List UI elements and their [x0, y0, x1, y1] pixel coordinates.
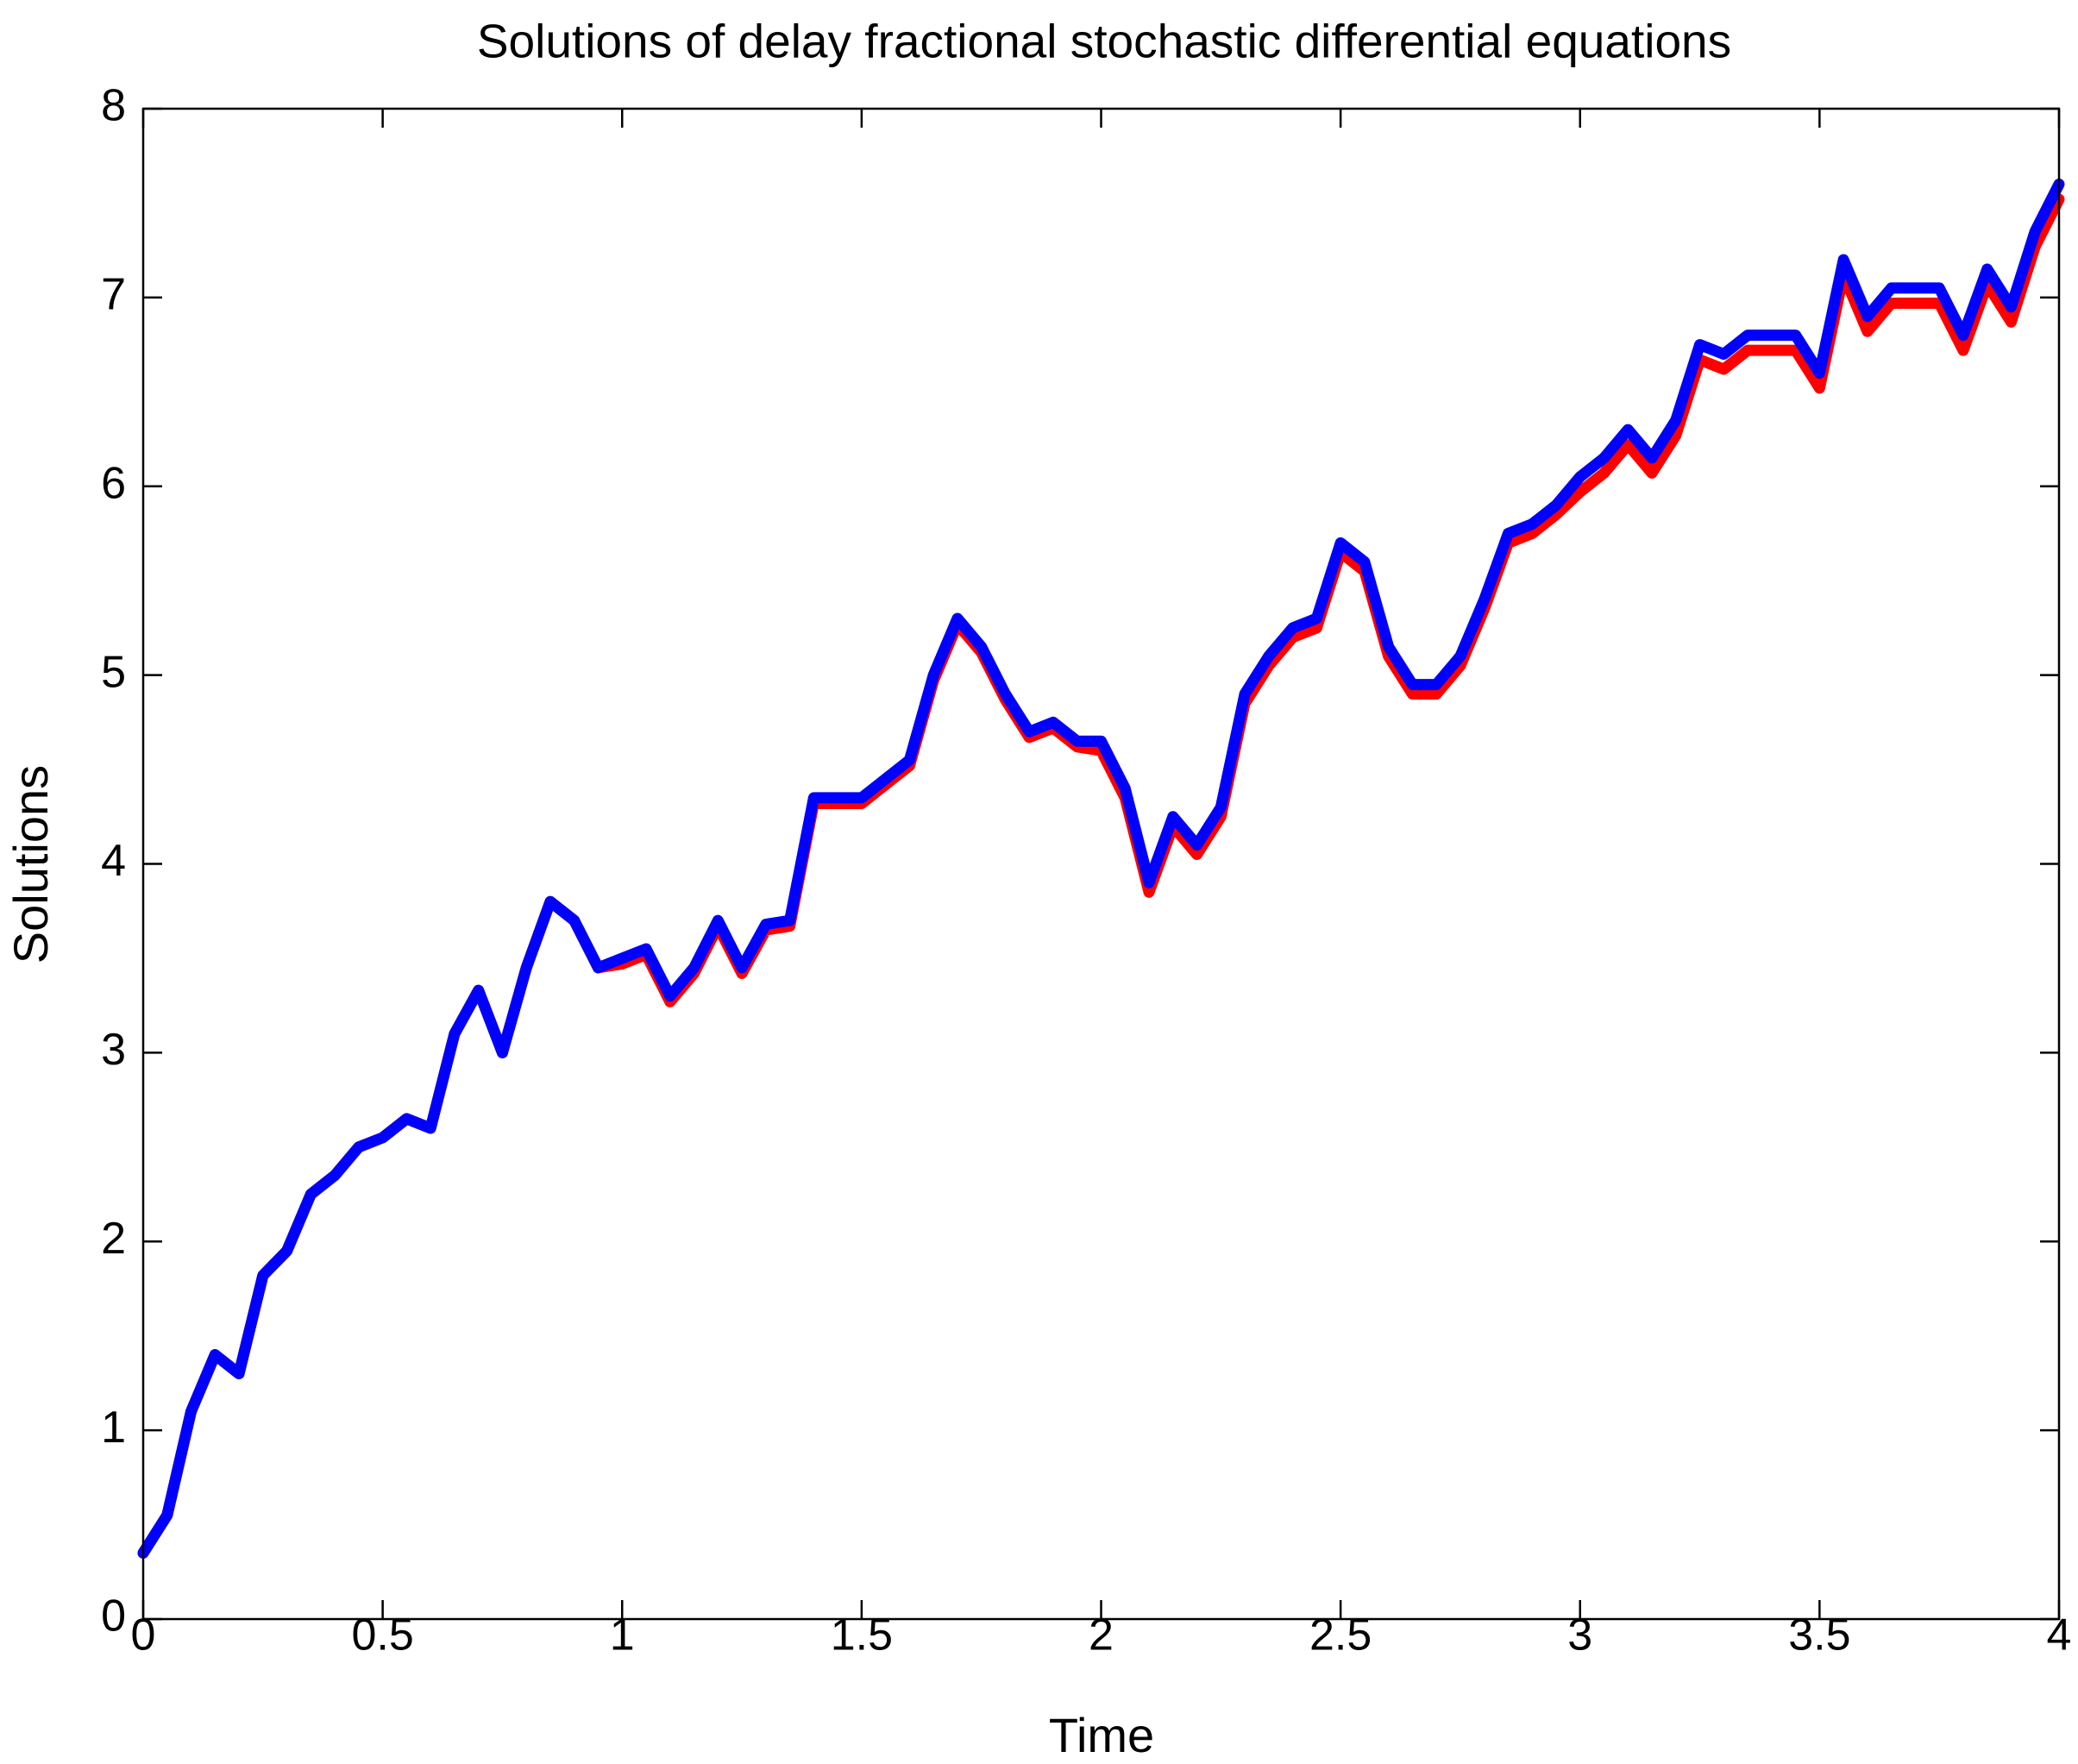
y-tick-label: 6: [101, 458, 126, 508]
y-tick-label: 8: [101, 81, 126, 131]
y-tick-label: 4: [101, 836, 126, 886]
y-axis-label: Solutions: [3, 765, 58, 964]
x-tick-label: 4: [2047, 1610, 2072, 1660]
x-tick-label: 2.5: [1309, 1610, 1372, 1660]
y-tick-label: 0: [101, 1591, 126, 1642]
x-axis-label: Time: [1049, 1708, 1154, 1762]
x-tick-label: 0.5: [351, 1610, 413, 1660]
chart-title: Solutions of delay fractional stochastic…: [477, 15, 1731, 68]
y-tick-label: 5: [101, 647, 126, 697]
plot-area: [137, 179, 2065, 1559]
x-tick-label: 1: [610, 1610, 635, 1660]
x-tick-label: 1.5: [831, 1610, 893, 1660]
y-tick-label: 7: [101, 270, 126, 320]
x-tick-label: 2: [1089, 1610, 1114, 1660]
series-line: [137, 179, 2065, 1559]
y-tick-label: 1: [101, 1403, 126, 1453]
y-tick-label: 3: [101, 1025, 126, 1075]
x-tick-label: 3.5: [1788, 1610, 1850, 1660]
x-tick-label: 3: [1567, 1610, 1592, 1660]
y-tick-label: 2: [101, 1214, 126, 1264]
x-tick-label: 0: [131, 1610, 156, 1660]
